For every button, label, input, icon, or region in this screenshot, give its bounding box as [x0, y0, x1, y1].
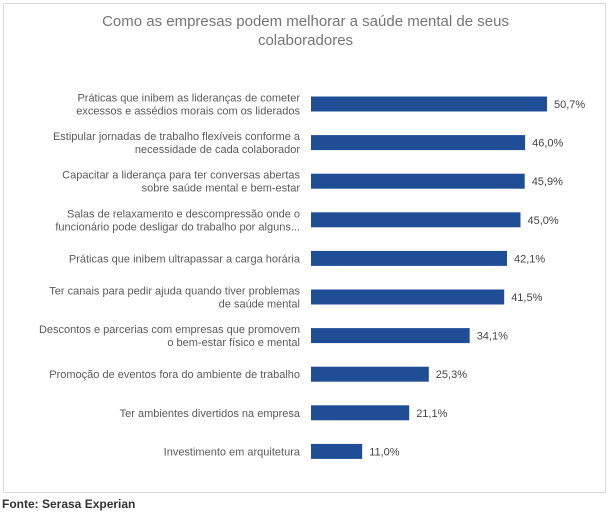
bar-4 [311, 212, 521, 228]
value-label-2: 46,0% [532, 138, 563, 150]
category-label-7: Descontos e parcerias com empresas que p… [39, 324, 300, 349]
bar-3 [311, 173, 525, 189]
chart-title: Como as empresas podem melhorar a saúde … [0, 12, 611, 50]
value-label-4: 45,0% [528, 215, 559, 227]
value-label-7: 34,1% [477, 331, 508, 343]
category-label-9: Ter ambientes divertidos na empresa [120, 408, 301, 420]
value-label-3: 45,9% [532, 176, 563, 188]
category-label-6: Ter canais para pedir ajuda quando tiver… [49, 286, 300, 311]
value-label-1: 50,7% [554, 99, 585, 111]
category-label-10: Investimento em arquitetura [164, 446, 301, 458]
category-label-8: Promoção de eventos fora do ambiente de … [49, 369, 300, 381]
chart-title-line-2: colaboradores [257, 32, 354, 49]
category-label-3: Capacitar a liderança para ter conversas… [62, 170, 300, 195]
category-label-4: Salas de relaxamento e descompressão ond… [55, 208, 300, 233]
value-label-6: 41,5% [511, 292, 542, 304]
category-label-5: Práticas que inibem ultrapassar a carga … [69, 253, 301, 265]
bar-6 [311, 289, 505, 305]
bar-7 [311, 328, 470, 344]
chart-title-line-1: Como as empresas podem melhorar a saúde … [102, 13, 509, 30]
value-label-8: 25,3% [436, 369, 467, 381]
bar-10 [311, 443, 363, 459]
value-label-9: 21,1% [416, 408, 447, 420]
category-label-2: Estipular jornadas de trabalho flexíveis… [53, 131, 301, 156]
source-note: Fonte: Serasa Experian [2, 497, 136, 511]
category-label-1: Práticas que inibem as lideranças de com… [76, 93, 300, 118]
bar-8 [311, 366, 429, 382]
bar-5 [311, 250, 507, 266]
bar-1 [311, 96, 547, 112]
bar-2 [311, 135, 526, 151]
value-label-10: 11,0% [369, 446, 400, 458]
chart-frame [3, 3, 606, 493]
bar-9 [311, 405, 410, 421]
value-label-5: 42,1% [514, 253, 545, 265]
